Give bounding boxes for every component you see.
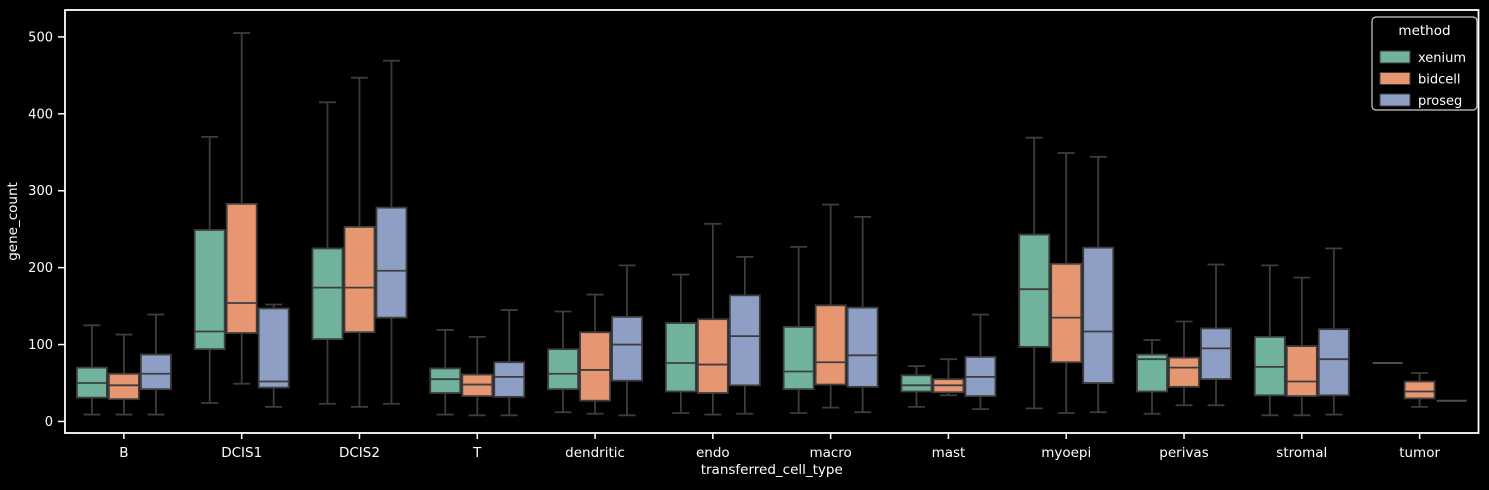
legend-entry-xenium: xenium <box>1418 51 1466 66</box>
box-proseg-T <box>493 361 526 398</box>
box-proseg-endo <box>728 294 761 387</box>
legend-title: method <box>1398 23 1450 39</box>
x-tick-label-T: T <box>472 445 482 461</box>
box-bidcell-myoepi <box>1050 262 1083 364</box>
x-tick-label-DCIS2: DCIS2 <box>339 445 380 461</box>
y-tick-label-200: 200 <box>28 261 53 276</box>
box-xenium-DCIS1 <box>193 229 226 351</box>
box-xenium-perivas <box>1136 353 1168 393</box>
box-xenium-myoepi <box>1018 233 1051 348</box>
legend-box <box>1371 16 1478 111</box>
box-bidcell-DCIS1 <box>225 202 258 334</box>
x-tick-label-stromal: stromal <box>1276 445 1327 461</box>
x-tick-label-macro: macro <box>809 445 851 461</box>
box-proseg-macro <box>846 306 879 388</box>
box-proseg-stromal <box>1317 328 1350 397</box>
x-tick-label-perivas: perivas <box>1159 445 1208 461</box>
box-proseg-dendritic <box>611 315 643 382</box>
box-proseg-B <box>139 353 172 391</box>
box-proseg-myoepi <box>1082 246 1115 384</box>
box-xenium-endo <box>664 322 697 393</box>
legend-swatch-xenium <box>1379 50 1411 64</box>
x-tick-label-dendritic: dendritic <box>565 445 625 461</box>
axes-frame <box>64 9 1480 434</box>
y-tick-label-300: 300 <box>28 184 53 199</box>
box-xenium-mast <box>900 374 933 393</box>
legend-entry-proseg: proseg <box>1418 94 1462 109</box>
x-tick-label-DCIS1: DCIS1 <box>221 445 262 461</box>
legend-swatch-proseg <box>1379 93 1411 107</box>
legend-swatch-bidcell <box>1379 72 1411 85</box>
box-bidcell-dendritic <box>579 331 611 402</box>
box-xenium-DCIS2 <box>311 247 344 341</box>
x-tick-label-mast: mast <box>932 445 966 461</box>
box-xenium-T <box>429 367 462 394</box>
y-tick-label-100: 100 <box>28 338 53 353</box>
box-bidcell-perivas <box>1168 356 1200 388</box>
box-bidcell-macro <box>814 304 847 386</box>
y-tick-label-400: 400 <box>28 107 53 122</box>
y-tick-label-500: 500 <box>28 30 53 45</box>
x-tick-label-myoepi: myoepi <box>1041 445 1091 461</box>
x-axis-label: transferred_cell_type <box>701 462 843 478</box>
box-bidcell-endo <box>696 318 729 394</box>
box-proseg-perivas <box>1200 327 1232 381</box>
y-axis-label: gene_count <box>5 182 21 261</box>
x-tick-label-endo: endo <box>696 445 730 461</box>
box-bidcell-stromal <box>1285 345 1318 397</box>
box-bidcell-tumor <box>1403 380 1436 400</box>
x-tick-label-tumor: tumor <box>1399 445 1440 461</box>
x-tick-label-B: B <box>119 445 128 461</box>
box-bidcell-DCIS2 <box>343 225 376 334</box>
box-bidcell-B <box>107 372 140 401</box>
box-proseg-DCIS2 <box>375 206 408 319</box>
box-proseg-DCIS1 <box>257 307 290 389</box>
box-xenium-dendritic <box>547 348 579 391</box>
box-xenium-macro <box>782 325 815 391</box>
legend-entry-bidcell: bidcell <box>1418 73 1461 88</box>
y-tick-label-0: 0 <box>45 415 53 430</box>
